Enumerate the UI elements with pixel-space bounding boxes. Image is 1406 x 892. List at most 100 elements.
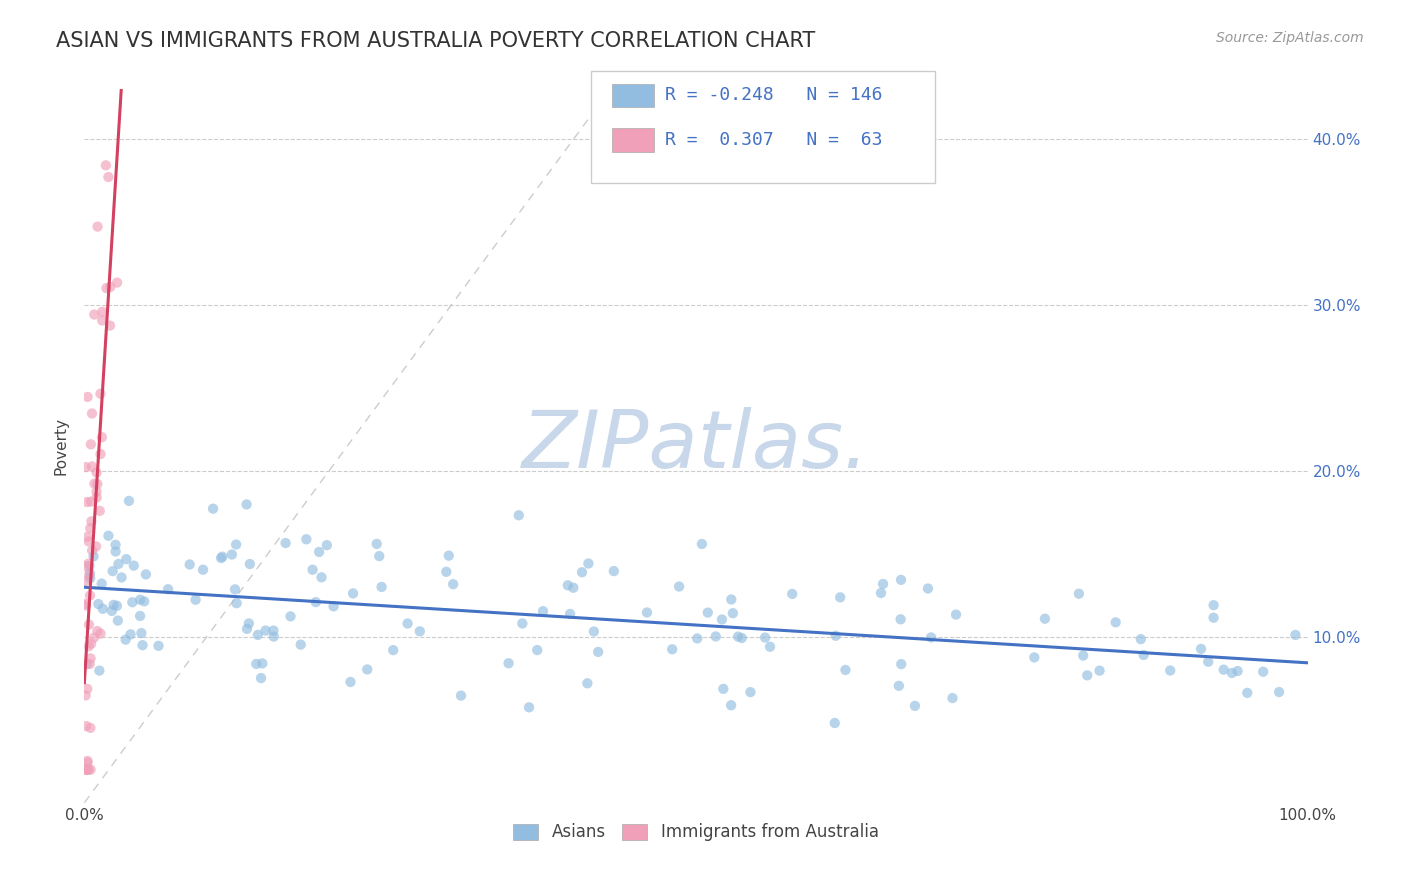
Point: [920, 631, 942, 645]
Point: [531, 604, 554, 618]
Point: [576, 676, 599, 690]
Point: [91, 313, 114, 327]
Point: [236, 622, 259, 636]
Point: [80, 437, 103, 451]
Point: [246, 628, 269, 642]
Point: [79, 589, 101, 603]
Point: [83, 631, 105, 645]
Point: [86, 477, 108, 491]
Point: [740, 685, 762, 699]
Point: [1197, 655, 1219, 669]
Point: [668, 580, 690, 594]
Point: [780, 587, 803, 601]
Text: ZIPatlas.: ZIPatlas.: [522, 407, 870, 485]
Point: [75, 559, 97, 574]
Point: [131, 638, 153, 652]
Point: [75, 597, 97, 611]
Point: [94, 158, 117, 172]
Point: [1105, 615, 1128, 630]
Point: [79, 763, 101, 777]
Point: [872, 577, 894, 591]
Point: [76, 530, 98, 544]
Point: [356, 663, 378, 677]
Point: [91, 602, 114, 616]
Point: [89, 664, 111, 678]
Point: [238, 616, 260, 631]
Point: [498, 657, 520, 671]
Legend: Asians, Immigrants from Australia: Asians, Immigrants from Australia: [506, 817, 886, 848]
Point: [315, 538, 337, 552]
Point: [295, 533, 318, 547]
Point: [129, 609, 152, 624]
Point: [77, 639, 100, 653]
Point: [107, 557, 129, 571]
Point: [118, 32, 141, 46]
Point: [890, 657, 912, 672]
Point: [79, 571, 101, 585]
Point: [517, 700, 540, 714]
Point: [1159, 664, 1181, 678]
Point: [86, 484, 108, 499]
Point: [75, 689, 97, 703]
Point: [79, 568, 101, 582]
Point: [105, 276, 128, 290]
Point: [79, 721, 101, 735]
Point: [917, 582, 939, 596]
Point: [77, 763, 100, 777]
Point: [239, 557, 262, 571]
Point: [636, 606, 658, 620]
Point: [77, 557, 100, 571]
Point: [1268, 685, 1291, 699]
Point: [396, 616, 419, 631]
Point: [89, 447, 111, 461]
Point: [1226, 664, 1249, 678]
Point: [105, 599, 128, 613]
Point: [582, 624, 605, 639]
Point: [759, 640, 782, 654]
Point: [80, 515, 103, 529]
Point: [557, 578, 579, 592]
Point: [1033, 612, 1056, 626]
Point: [110, 570, 132, 584]
Point: [941, 691, 963, 706]
Point: [890, 612, 912, 626]
Point: [86, 219, 108, 234]
Point: [686, 632, 709, 646]
Point: [1088, 664, 1111, 678]
Point: [122, 558, 145, 573]
Point: [512, 616, 534, 631]
Point: [1202, 598, 1225, 612]
Point: [1071, 648, 1094, 663]
Point: [450, 689, 472, 703]
Text: R =  0.307   N =  63: R = 0.307 N = 63: [665, 131, 883, 149]
Point: [690, 537, 713, 551]
Point: [1129, 632, 1152, 647]
Point: [263, 630, 285, 644]
Point: [720, 592, 742, 607]
Point: [76, 754, 98, 768]
Point: [576, 557, 599, 571]
Point: [1202, 610, 1225, 624]
Point: [262, 624, 284, 638]
Point: [508, 508, 530, 523]
Point: [711, 681, 734, 696]
Point: [75, 763, 97, 777]
Point: [890, 573, 912, 587]
Point: [83, 476, 105, 491]
Point: [76, 763, 98, 777]
Point: [721, 606, 744, 620]
Point: [225, 537, 247, 551]
Point: [409, 624, 432, 639]
Point: [280, 609, 302, 624]
Point: [107, 614, 129, 628]
Point: [661, 642, 683, 657]
Point: [83, 549, 105, 564]
Point: [830, 591, 852, 605]
Text: Source: ZipAtlas.com: Source: ZipAtlas.com: [1216, 31, 1364, 45]
Point: [90, 576, 112, 591]
Point: [79, 657, 101, 671]
Point: [121, 595, 143, 609]
Point: [824, 716, 846, 731]
Point: [870, 586, 893, 600]
Y-axis label: Poverty: Poverty: [53, 417, 69, 475]
